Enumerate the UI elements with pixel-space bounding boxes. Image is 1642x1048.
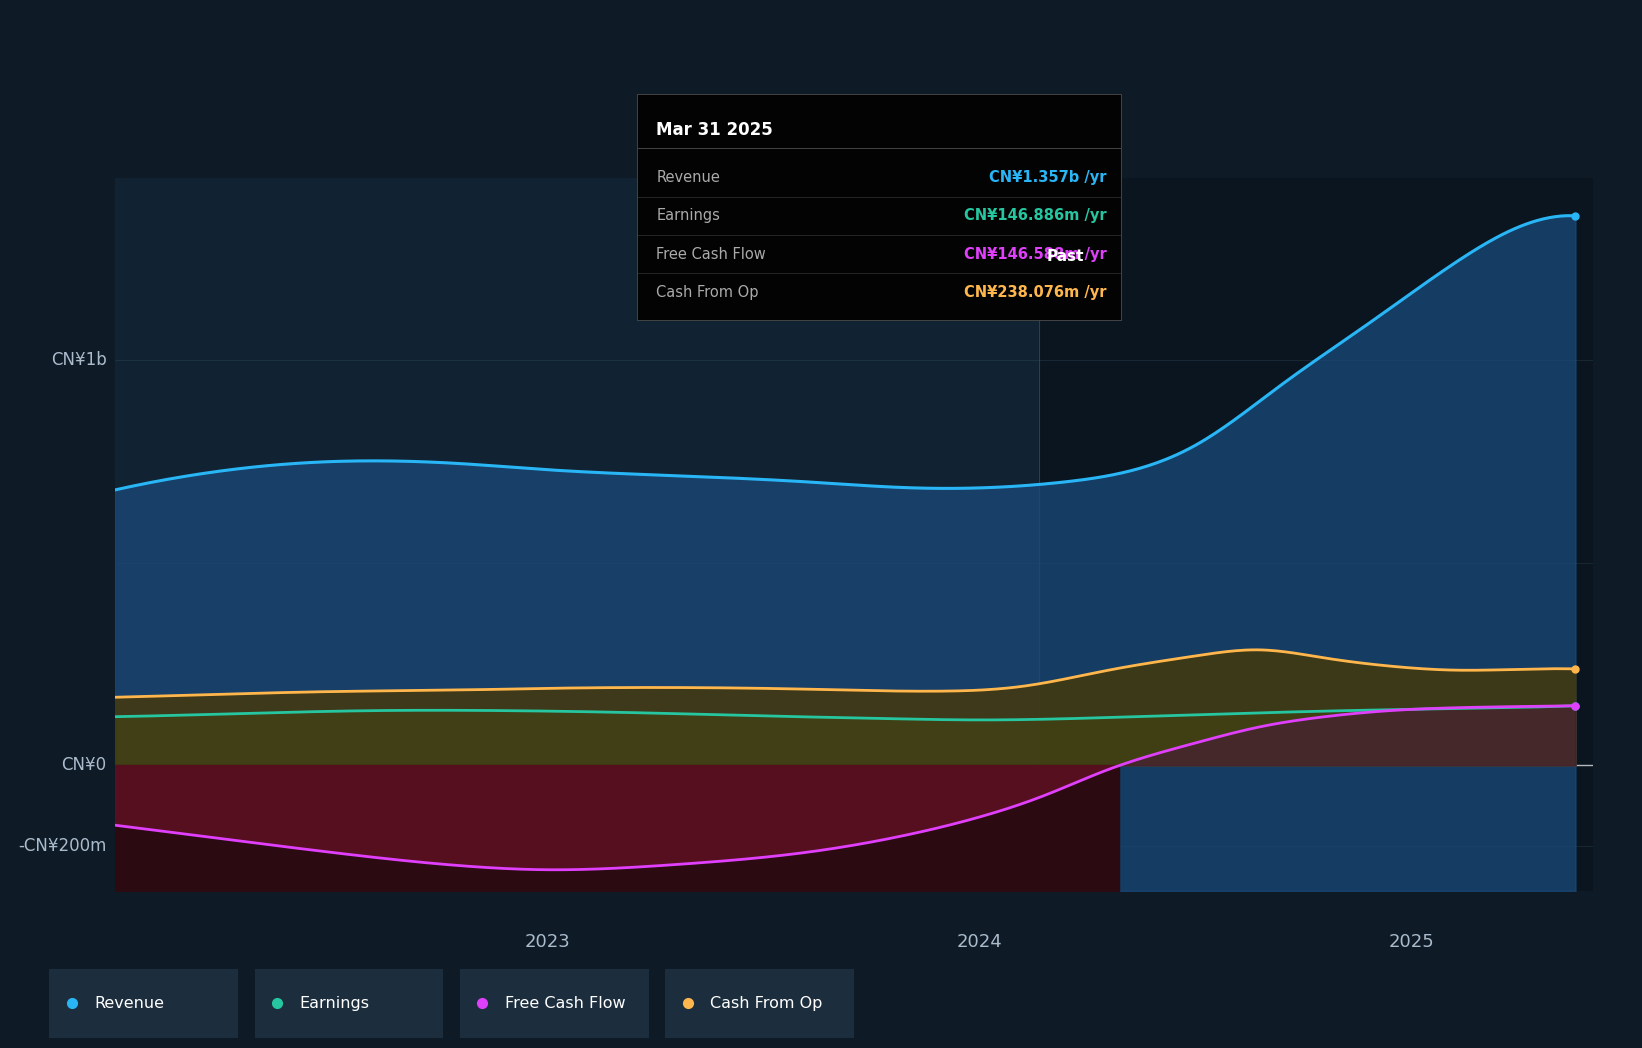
Text: Earnings: Earnings (657, 209, 721, 223)
Text: Free Cash Flow: Free Cash Flow (657, 246, 767, 262)
Text: 2023: 2023 (524, 933, 570, 951)
Text: Earnings: Earnings (300, 996, 369, 1011)
Text: CN¥146.886m /yr: CN¥146.886m /yr (964, 209, 1107, 223)
Bar (1038, 178, 1593, 891)
Text: CN¥1.357b /yr: CN¥1.357b /yr (990, 170, 1107, 185)
Text: 2025: 2025 (1389, 933, 1433, 951)
Text: Cash From Op: Cash From Op (711, 996, 823, 1011)
Text: Revenue: Revenue (657, 170, 721, 185)
Text: CN¥0: CN¥0 (62, 757, 107, 774)
Text: CN¥238.076m /yr: CN¥238.076m /yr (964, 285, 1107, 300)
Text: 2024: 2024 (956, 933, 1002, 951)
Text: Free Cash Flow: Free Cash Flow (506, 996, 626, 1011)
Text: Revenue: Revenue (95, 996, 164, 1011)
Text: Mar 31 2025: Mar 31 2025 (657, 122, 773, 139)
Text: -CN¥200m: -CN¥200m (18, 837, 107, 855)
Text: Cash From Op: Cash From Op (657, 285, 759, 300)
Text: CN¥146.588m /yr: CN¥146.588m /yr (964, 246, 1107, 262)
Text: CN¥1b: CN¥1b (51, 351, 107, 369)
Text: Past: Past (1048, 249, 1084, 264)
